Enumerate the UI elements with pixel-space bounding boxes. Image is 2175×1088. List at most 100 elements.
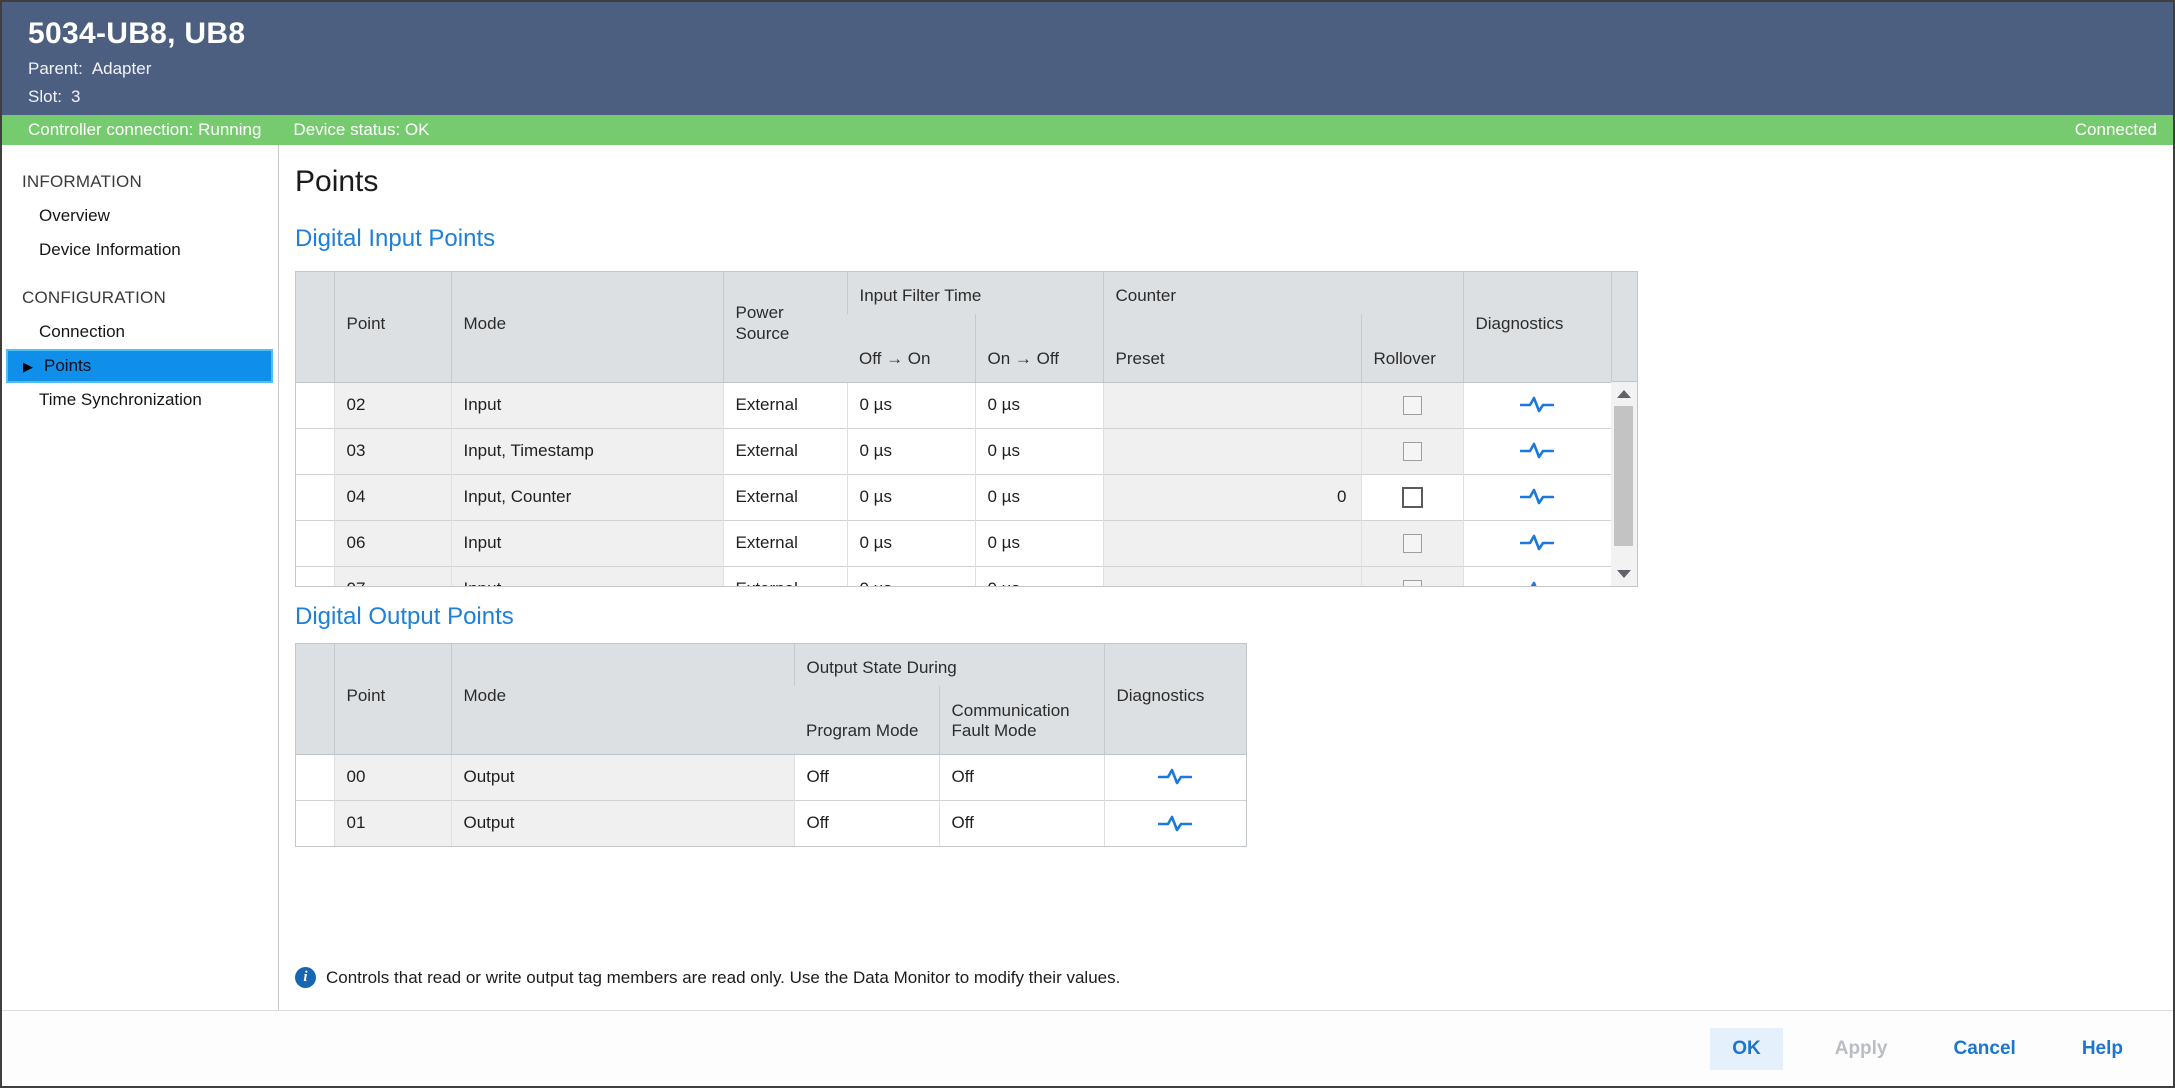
off-on-filter-cell[interactable]: 0 µs [846,473,975,520]
col-header-mode: Mode [450,644,794,755]
program-mode-cell[interactable]: Off [793,754,939,800]
digital-input-points-heading: Digital Input Points [295,225,496,252]
page-title: Points [295,165,379,198]
diagnostics-cell[interactable] [1103,799,1246,846]
sidebar-item-points[interactable]: ▶ Points [6,349,273,383]
device-title: 5034-UB8, UB8 [28,17,246,50]
rollover-cell [1360,519,1463,566]
rollover-checkbox [1402,534,1422,553]
scrollbar-track[interactable] [1611,382,1637,586]
diagnostics-cell[interactable] [1103,754,1246,800]
input-point-row: 02 Input External 0 µs 0 µs [296,382,1611,428]
row-selector[interactable] [296,799,334,846]
diagnostics-cell[interactable] [1462,427,1611,474]
input-point-row: 03 Input, Timestamp External 0 µs 0 µs [296,427,1611,474]
rollover-cell [1360,565,1463,586]
scroll-down-icon[interactable] [1617,570,1631,578]
scrollbar-thumb[interactable] [1614,406,1633,546]
scrollbar-header-cap [1611,272,1637,382]
program-mode-cell[interactable]: Off [793,799,939,846]
row-selector[interactable] [296,565,334,586]
preset-cell [1102,565,1361,586]
power-source-cell[interactable]: External [722,519,847,566]
row-selector[interactable] [296,754,334,800]
digital-input-points-table: Point Mode Power Source Input Filter Tim… [295,271,1638,587]
input-table-scrollbar[interactable] [1611,272,1637,586]
digital-output-points-heading: Digital Output Points [295,603,514,630]
input-point-row: 07 Input External 0 µs 0 µs [296,565,1611,586]
help-button[interactable]: Help [2068,1028,2137,1070]
sidebar-item-connection[interactable]: Connection [39,322,126,341]
comm-fault-mode-cell[interactable]: Off [938,754,1104,800]
mode-cell: Output [450,799,794,846]
point-cell: 02 [333,382,451,428]
rollover-cell [1360,382,1463,428]
preset-cell[interactable]: 0 [1102,473,1361,520]
on-off-filter-cell[interactable]: 0 µs [974,519,1103,566]
col-header-diagnostics: Diagnostics [1103,644,1246,755]
col-header-off-on: Off → On [847,314,975,383]
parent-label: Parent: [28,59,83,78]
col-header-diagnostics: Diagnostics [1462,272,1611,383]
mode-cell: Input [450,519,723,566]
col-header-rollover: Rollover [1360,314,1463,383]
diagnostics-cell[interactable] [1462,473,1611,520]
col-header-communication-fault-mode: Communication Fault Mode [938,686,1104,755]
rollover-checkbox [1402,396,1422,415]
off-on-filter-cell[interactable]: 0 µs [846,519,975,566]
title-bar: 5034-UB8, UB8 Parent: Adapter Slot: 3 [2,2,2173,115]
diagnostics-cell[interactable] [1462,565,1611,586]
col-header-point: Point [333,644,451,755]
rollover-checkbox[interactable] [1401,486,1423,508]
point-cell: 01 [333,799,451,846]
power-source-cell[interactable]: External [722,473,847,520]
sidebar-item-overview[interactable]: Overview [39,206,110,225]
diagnostics-pulse-icon [1519,534,1555,551]
comm-fault-mode-cell[interactable]: Off [938,799,1104,846]
row-selector[interactable] [296,519,334,566]
scroll-up-icon[interactable] [1617,390,1631,398]
off-on-filter-cell[interactable]: 0 µs [846,382,975,428]
row-selector-header [296,644,334,755]
power-source-cell[interactable]: External [722,382,847,428]
point-cell: 00 [333,754,451,800]
sidebar-item-time-synchronization[interactable]: Time Synchronization [39,390,202,409]
preset-cell [1102,427,1361,474]
row-selector-header [296,272,334,383]
preset-cell [1102,382,1361,428]
on-off-filter-cell[interactable]: 0 µs [974,565,1103,586]
col-header-preset: Preset [1102,314,1361,383]
preset-cell [1102,519,1361,566]
on-off-filter-cell[interactable]: 0 µs [974,382,1103,428]
power-source-cell[interactable]: External [722,565,847,586]
diagnostics-cell[interactable] [1462,382,1611,428]
power-source-cell[interactable]: External [722,427,847,474]
navigation-sidebar: INFORMATION Overview Device Information … [2,145,279,1010]
col-header-point: Point [333,272,451,383]
row-selector[interactable] [296,382,334,428]
output-point-row: 01 Output Off Off [296,799,1246,846]
mode-cell: Output [450,754,794,800]
diagnostics-cell[interactable] [1462,519,1611,566]
group-header-output-state-during: Output State During [793,644,1104,686]
ok-button[interactable]: OK [1710,1027,1783,1070]
cancel-button[interactable]: Cancel [1940,1028,2030,1070]
info-icon: i [295,967,316,988]
row-selector[interactable] [296,427,334,474]
mode-cell: Input [450,565,723,586]
on-off-filter-cell[interactable]: 0 µs [974,427,1103,474]
slot-line: Slot: 3 [28,87,2173,107]
group-header-input-filter-time: Input Filter Time [846,272,1103,314]
on-off-filter-cell[interactable]: 0 µs [974,473,1103,520]
parent-line: Parent: Adapter [28,59,2173,79]
diagnostics-pulse-icon [1519,442,1555,459]
sidebar-item-device-information[interactable]: Device Information [39,240,181,259]
row-selector[interactable] [296,473,334,520]
rollover-cell [1360,427,1463,474]
apply-button[interactable]: Apply [1821,1028,1902,1070]
off-on-filter-cell[interactable]: 0 µs [846,427,975,474]
rollover-cell[interactable] [1360,473,1463,520]
off-on-filter-cell[interactable]: 0 µs [846,565,975,586]
point-cell: 04 [333,473,451,520]
